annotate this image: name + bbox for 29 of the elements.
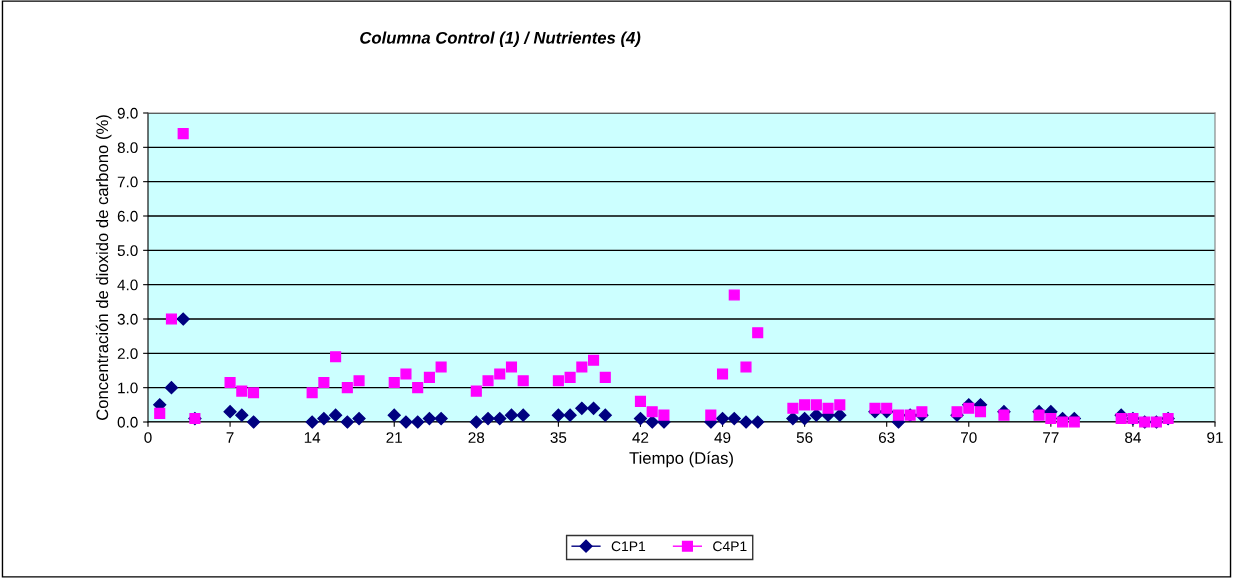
x-tick-label: 14 (304, 432, 321, 443)
chart-title: Columna Control (1) / Nutrientes (4) (360, 31, 641, 48)
x-tick-label: 56 (796, 432, 813, 443)
x-tick-label: 0 (144, 432, 152, 443)
y-tick-label: 1.0 (118, 382, 138, 394)
legend-label: C1P1 (611, 541, 646, 552)
x-axis-title: Tiempo (Días) (629, 451, 733, 468)
y-axis-title: Concentración de dioxido de carbono (%) (95, 115, 112, 420)
x-tick-label: 35 (550, 432, 567, 443)
y-tick-label: 6.0 (117, 210, 138, 222)
y-tick-label: 0.0 (117, 416, 138, 428)
y-tick-label: 5.0 (117, 245, 138, 257)
x-tick-label: 49 (714, 432, 731, 443)
x-tick-label: 21 (386, 432, 402, 443)
x-tick-label: 84 (1125, 432, 1141, 443)
x-tick-label: 70 (961, 432, 977, 443)
x-tick-label: 91 (1207, 432, 1223, 443)
y-tick-label: 8.0 (117, 142, 138, 154)
x-tick-label: 42 (632, 432, 649, 443)
y-tick-label: 9.0 (117, 107, 138, 119)
y-tick-label: 7.0 (117, 176, 138, 188)
x-tick-label: 7 (226, 432, 234, 443)
legend-label: C4P1 (713, 541, 747, 552)
x-tick-label: 77 (1043, 432, 1059, 443)
y-tick-label: 4.0 (117, 279, 138, 291)
y-tick-label: 3.0 (117, 313, 138, 325)
x-tick-label: 63 (878, 432, 895, 443)
y-tick-label: 2.0 (117, 348, 138, 360)
x-tick-label: 28 (468, 432, 485, 443)
